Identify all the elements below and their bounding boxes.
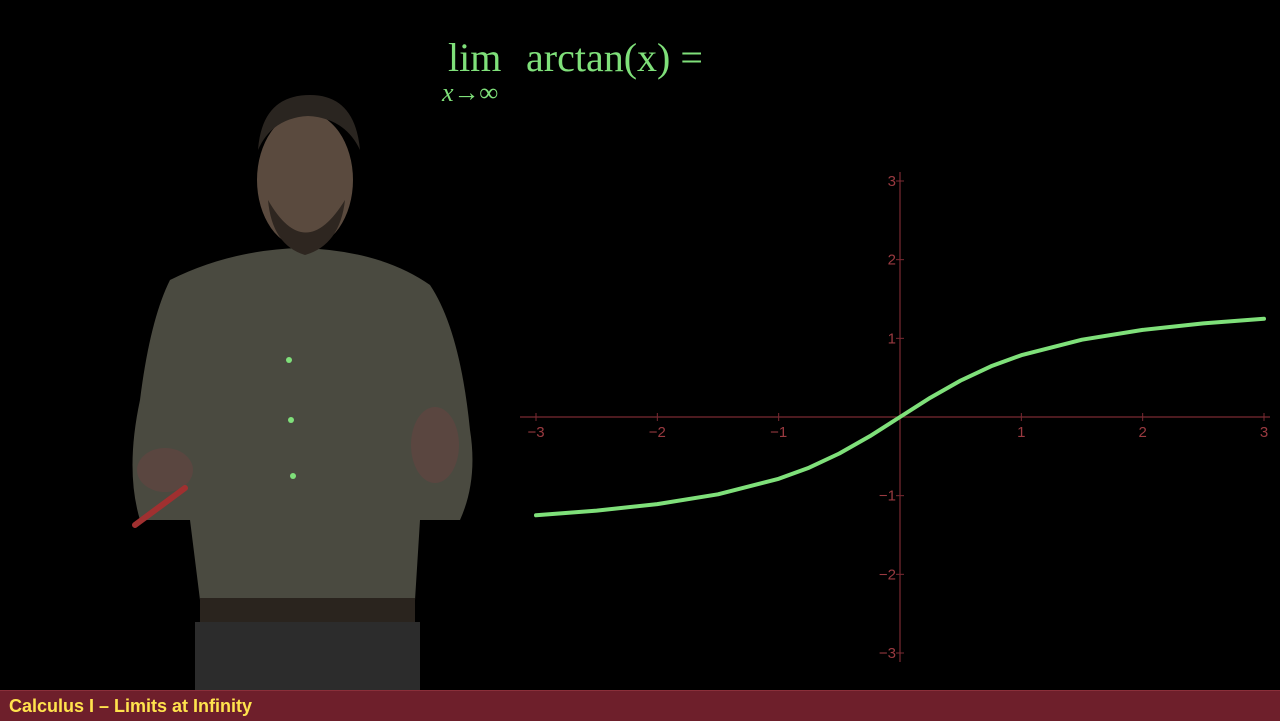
equation-expression: arctan(x) = xyxy=(526,35,703,80)
chart-series xyxy=(534,316,1266,518)
presenter-head xyxy=(257,112,353,248)
footer-title: Calculus I – Limits at Infinity xyxy=(9,696,253,716)
presenter-hair xyxy=(258,95,360,150)
y-tick-label: −1 xyxy=(879,488,896,505)
equation-lim: lim xyxy=(448,35,502,80)
equation-subscript: x→∞ xyxy=(442,78,499,107)
arctan-chart: −3 −2 −1 1 2 3 −3 −2 −1 1 2 3 xyxy=(520,172,1270,662)
presenter-left-hand xyxy=(137,448,193,492)
footer-title-bar: Calculus I – Limits at Infinity xyxy=(0,690,1280,721)
presenter-silhouette xyxy=(132,95,473,690)
presenter-marker xyxy=(132,485,188,528)
chart-ticks: −3 −2 −1 1 2 3 −3 −2 −1 1 2 3 xyxy=(527,173,1268,662)
x-tick-label: 2 xyxy=(1138,424,1146,441)
x-tick-label: 3 xyxy=(1260,424,1268,441)
x-tick-label: −2 xyxy=(649,424,666,441)
y-tick-label: 1 xyxy=(888,330,896,347)
presenter-belt xyxy=(200,598,415,624)
y-tick-label: 3 xyxy=(888,173,896,190)
x-tick-label: −3 xyxy=(527,424,544,441)
chart-axes xyxy=(520,172,1270,662)
presenter-beard xyxy=(268,200,345,255)
x-tick-label: 1 xyxy=(1017,424,1025,441)
presenter-trousers xyxy=(195,622,420,690)
presenter-shirt xyxy=(132,248,473,600)
arctan-curve xyxy=(534,316,1266,518)
y-tick-label: 2 xyxy=(888,252,896,269)
y-tick-label: −2 xyxy=(879,566,896,583)
presenter-right-hand xyxy=(411,407,459,483)
y-tick-label: −3 xyxy=(879,645,896,662)
x-tick-label: −1 xyxy=(770,424,787,441)
